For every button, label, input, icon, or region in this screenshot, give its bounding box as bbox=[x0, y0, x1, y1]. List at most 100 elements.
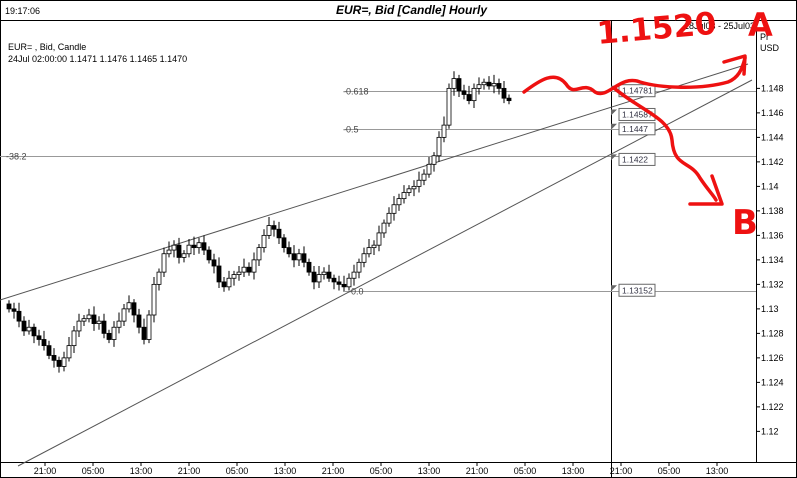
candle bbox=[261, 229, 267, 253]
price-box-label: 1.14587 bbox=[622, 109, 653, 119]
x-tick-label: 05:00 bbox=[82, 466, 105, 476]
candle bbox=[226, 270, 232, 291]
candle bbox=[11, 302, 17, 319]
candle bbox=[51, 348, 57, 368]
candle bbox=[331, 274, 337, 290]
candle bbox=[456, 74, 462, 97]
candle bbox=[451, 71, 457, 96]
candle bbox=[461, 84, 467, 100]
price-box-label: 1.1447 bbox=[622, 124, 648, 134]
fibonacci-levels: -0.618 -0.5 -38.2 -0.0 bbox=[0, 87, 756, 297]
candle bbox=[216, 257, 222, 289]
price-box: 1.13152 bbox=[611, 283, 656, 297]
x-tick-label: 13:00 bbox=[706, 466, 729, 476]
candle bbox=[131, 299, 137, 323]
legend-line-1: EUR= , Bid, Candle bbox=[8, 42, 86, 52]
candle bbox=[221, 277, 227, 292]
upper-trend-line bbox=[0, 63, 749, 301]
y-tick-label: 1.134 bbox=[761, 255, 784, 265]
scenario-b-arrowhead bbox=[688, 174, 724, 206]
candle bbox=[356, 258, 362, 279]
candle bbox=[151, 277, 157, 323]
candle bbox=[411, 180, 417, 197]
legend-line-2: 24Jul 02:00:00 1.1471 1.1476 1.1465 1.14… bbox=[8, 54, 187, 64]
candle bbox=[286, 241, 292, 258]
candle bbox=[81, 315, 87, 327]
candle bbox=[116, 312, 122, 334]
candle bbox=[126, 295, 132, 313]
time-axis: 21:00 05:00 13:00 21:00 05:00 13:00 21:00 05:00… bbox=[34, 462, 729, 476]
candle bbox=[16, 302, 22, 328]
candle bbox=[71, 326, 77, 353]
candle bbox=[136, 308, 142, 334]
candle bbox=[471, 83, 477, 108]
candle bbox=[21, 316, 27, 336]
x-tick-label: 13:00 bbox=[130, 466, 153, 476]
candle bbox=[161, 247, 167, 278]
lower-trend-line bbox=[17, 79, 753, 467]
candle bbox=[236, 266, 242, 281]
scenario-a-arrowhead bbox=[722, 54, 747, 76]
candle bbox=[246, 262, 252, 276]
x-tick-label: 05:00 bbox=[226, 466, 249, 476]
candle bbox=[231, 270, 237, 286]
y-tick-label: 1.136 bbox=[761, 230, 784, 240]
price-box: 1.1447 bbox=[611, 122, 656, 136]
y-tick-label: 1.124 bbox=[761, 377, 784, 387]
candle bbox=[396, 193, 402, 211]
candle bbox=[46, 340, 52, 360]
candle bbox=[26, 319, 32, 335]
candle bbox=[306, 258, 312, 276]
candle bbox=[186, 239, 192, 258]
candle bbox=[336, 275, 342, 291]
fib-level-label: -0.0 bbox=[348, 287, 364, 297]
y-tick-label: 1.128 bbox=[761, 328, 784, 338]
y-tick-label: 1.144 bbox=[761, 132, 784, 142]
x-tick-label: 13:00 bbox=[418, 466, 441, 476]
candle bbox=[441, 116, 447, 143]
candle bbox=[36, 329, 42, 346]
candle bbox=[106, 329, 112, 344]
x-tick-label: 13:00 bbox=[274, 466, 297, 476]
candle bbox=[76, 313, 82, 338]
candle bbox=[371, 240, 377, 255]
y-tick-label: 1.138 bbox=[761, 206, 784, 216]
candle bbox=[501, 81, 507, 104]
candle bbox=[491, 74, 497, 94]
price-box-label: 1.13152 bbox=[622, 285, 653, 295]
trend-lines bbox=[0, 63, 753, 467]
candle bbox=[406, 185, 412, 197]
scenario-b-arrow bbox=[612, 86, 718, 202]
candle bbox=[496, 78, 502, 95]
candle bbox=[266, 217, 272, 240]
candle bbox=[431, 152, 437, 172]
candle bbox=[361, 247, 367, 268]
candle bbox=[171, 240, 177, 258]
candle bbox=[61, 351, 67, 372]
candle bbox=[191, 236, 197, 255]
candle bbox=[476, 77, 482, 95]
candle bbox=[111, 321, 117, 347]
price-box: 1.1422 bbox=[611, 152, 656, 166]
fib-level-label: -0.618 bbox=[343, 87, 369, 97]
candle bbox=[401, 185, 407, 204]
candle bbox=[296, 248, 302, 266]
candle bbox=[241, 258, 247, 278]
candle bbox=[341, 275, 347, 292]
candle bbox=[376, 225, 382, 252]
candle bbox=[446, 83, 452, 129]
date-range: 18Jul03 - 25Jul03 bbox=[684, 21, 755, 31]
candle bbox=[6, 300, 12, 313]
candle bbox=[291, 245, 297, 268]
candle bbox=[486, 76, 492, 90]
candle bbox=[166, 241, 172, 258]
candle bbox=[311, 266, 317, 290]
x-tick-label: 21:00 bbox=[466, 466, 489, 476]
candle bbox=[386, 207, 392, 227]
candle bbox=[91, 306, 97, 331]
candle bbox=[346, 273, 352, 291]
x-tick-label: 05:00 bbox=[658, 466, 681, 476]
candle bbox=[146, 310, 152, 344]
x-tick-label: 21:00 bbox=[34, 466, 57, 476]
candle bbox=[101, 313, 107, 339]
